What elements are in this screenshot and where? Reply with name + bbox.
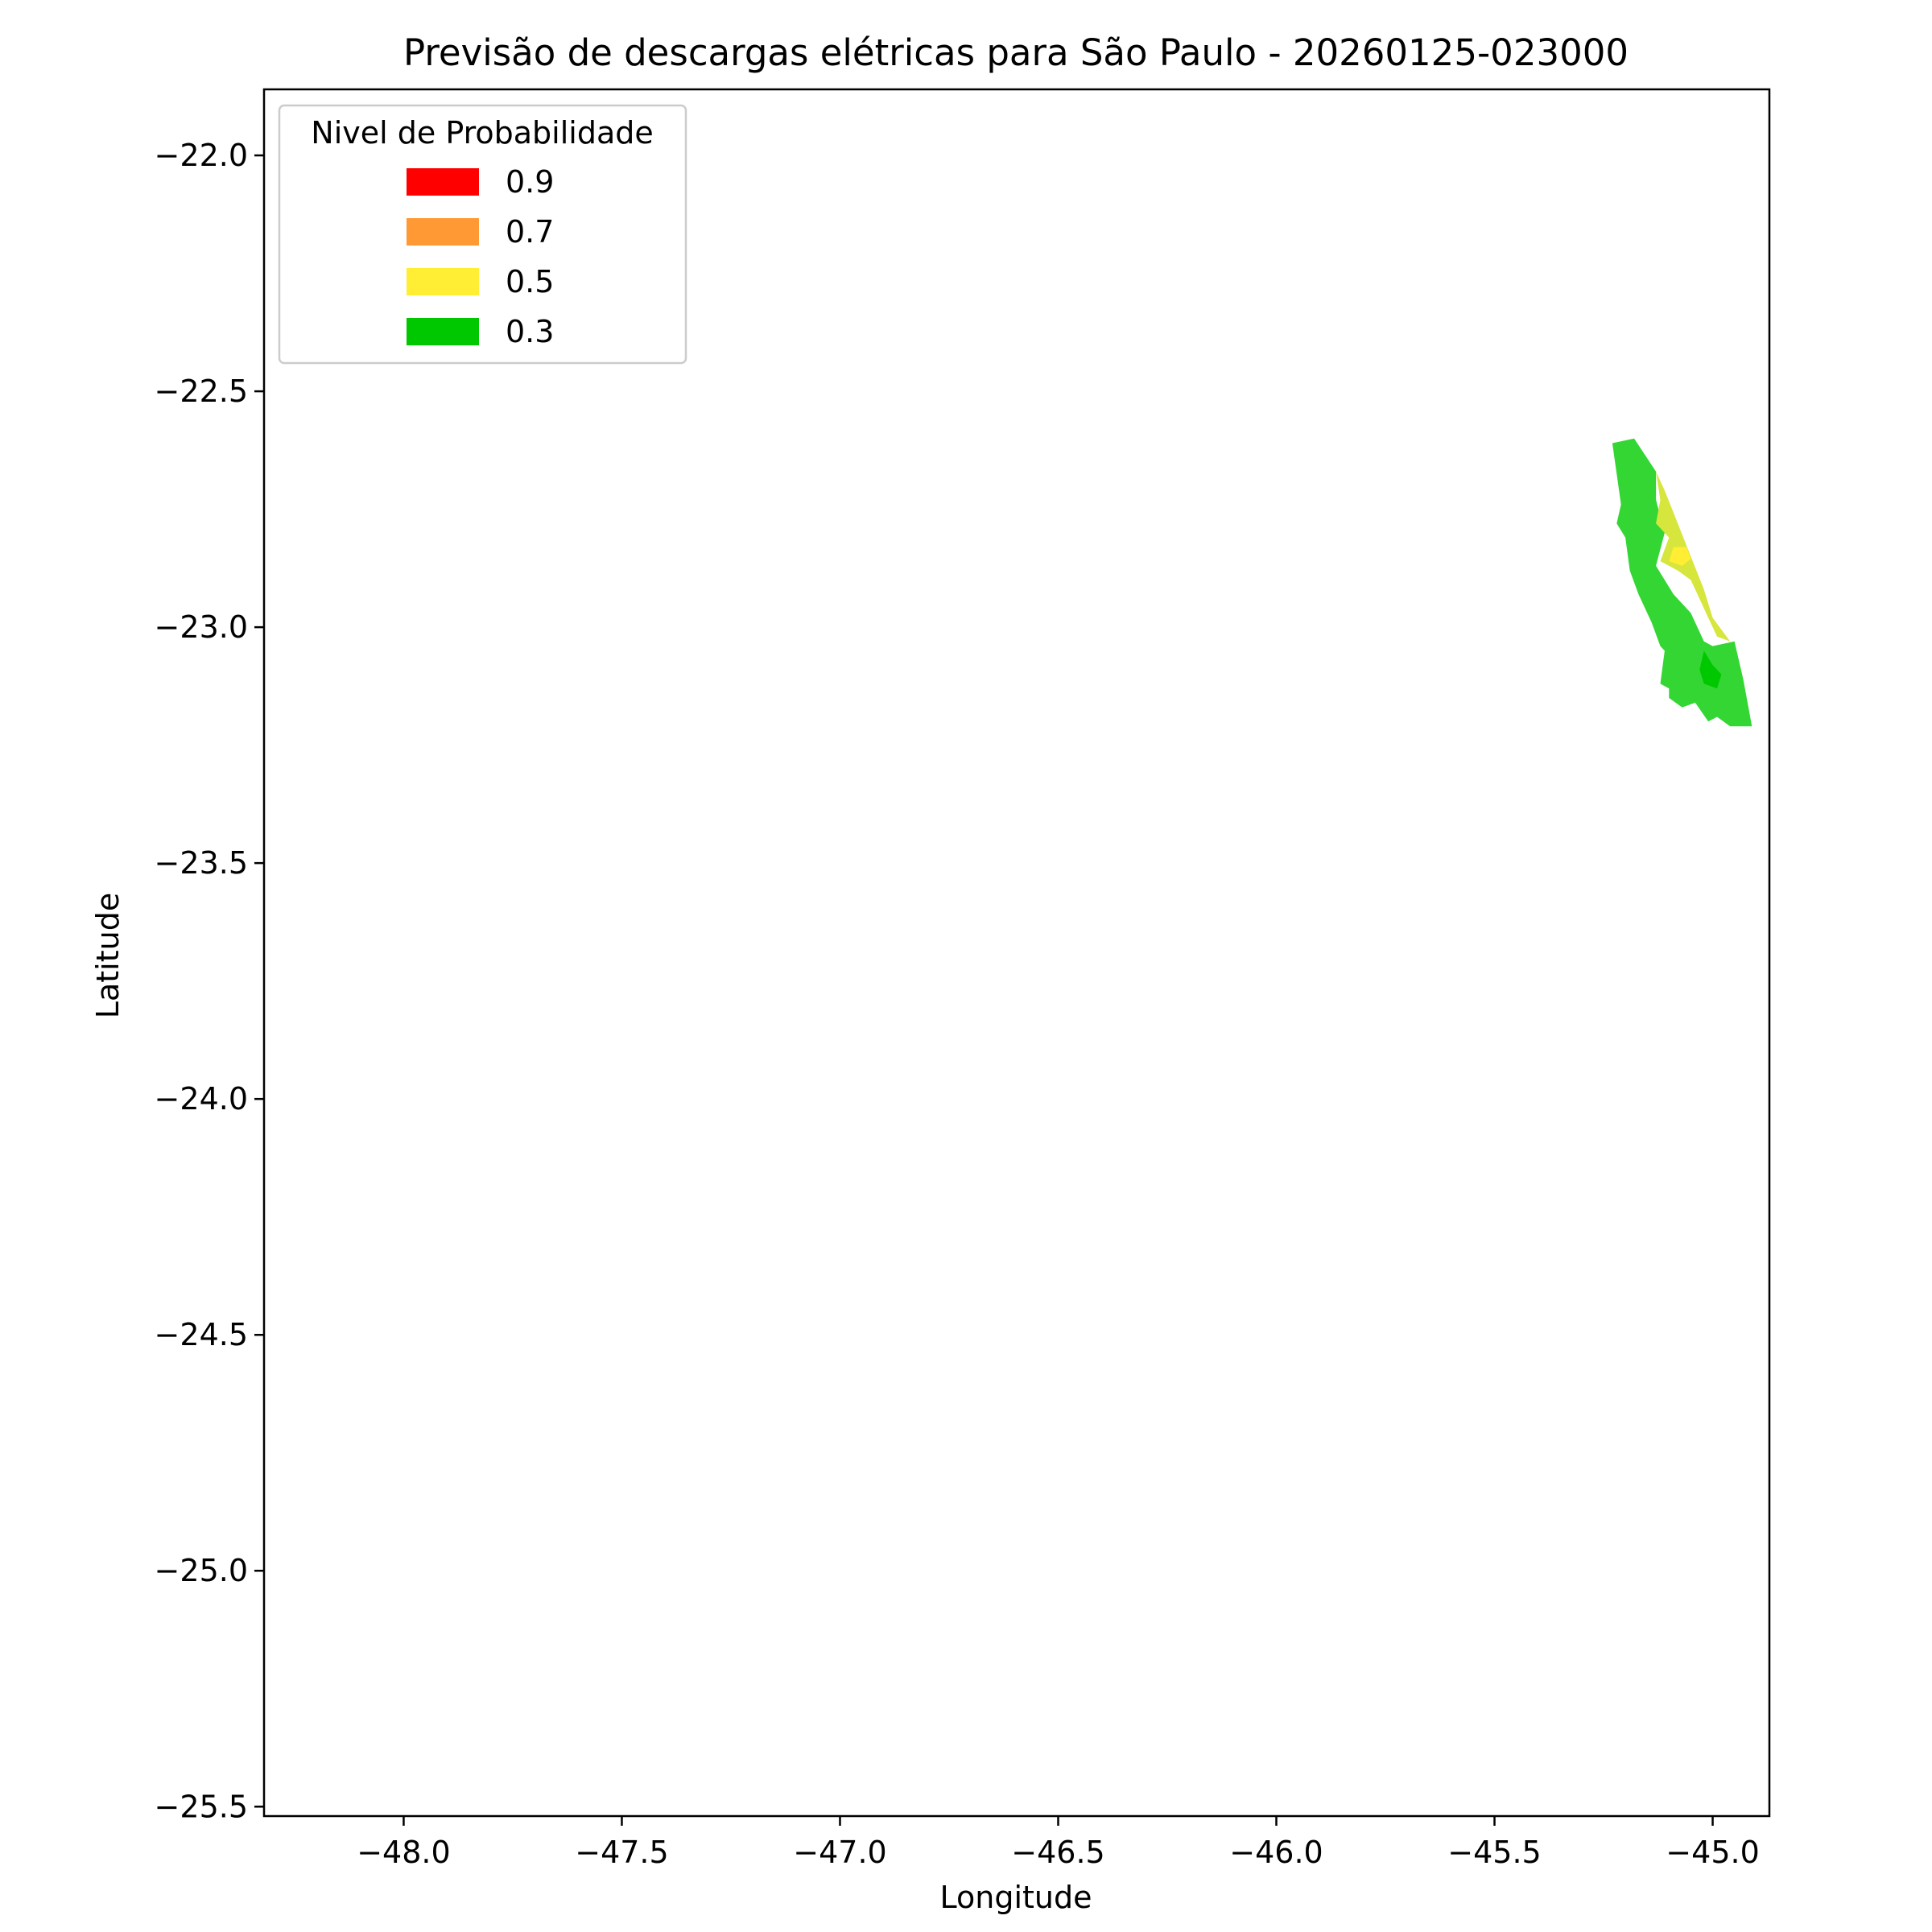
contour-regions xyxy=(1612,438,1752,727)
x-tick-label: −47.0 xyxy=(793,1835,886,1870)
legend-swatch xyxy=(407,318,479,345)
y-tick-label: −24.5 xyxy=(155,1317,248,1352)
y-tick-label: −23.0 xyxy=(155,609,248,645)
legend-box xyxy=(278,104,687,365)
legend-swatch xyxy=(407,168,479,196)
y-tick-label: −23.5 xyxy=(155,845,248,881)
x-tick-label: −46.0 xyxy=(1229,1835,1323,1870)
y-axis-ticks: −22.0 −22.5 −23.0 −23.5 −24.0 −24.5 −25.0 −25.5 xyxy=(155,138,264,1824)
contour-region-0-3 xyxy=(1699,650,1722,689)
x-tick-label: −48.0 xyxy=(357,1835,450,1870)
x-tick-label: −45.5 xyxy=(1447,1835,1541,1870)
legend: Nivel de Probabilidade 0.9 0.7 0.5 0.3 xyxy=(278,104,687,365)
y-tick-label: −25.0 xyxy=(155,1553,248,1588)
y-tick-label: −25.5 xyxy=(155,1789,248,1824)
legend-swatch xyxy=(407,268,479,295)
chart-title: Previsão de descargas elétricas para São… xyxy=(403,31,1629,74)
y-tick-label: −24.0 xyxy=(155,1081,248,1117)
y-axis-label: Latitude xyxy=(90,893,126,1018)
x-axis-label: Longitude xyxy=(940,1880,1092,1915)
legend-title: Nivel de Probabilidade xyxy=(311,115,653,151)
contour-region-0-3 xyxy=(1612,438,1752,727)
x-tick-label: −47.5 xyxy=(575,1835,668,1870)
legend-swatch xyxy=(407,218,479,246)
y-tick-label: −22.5 xyxy=(155,374,248,409)
legend-label: 0.5 xyxy=(506,264,554,299)
x-tick-label: −45.0 xyxy=(1666,1835,1759,1870)
contour-region-0-5 xyxy=(1669,547,1691,566)
x-tick-label: −46.5 xyxy=(1011,1835,1104,1870)
plot-frame xyxy=(262,88,1771,1818)
x-axis-ticks: −48.0 −47.5 −47.0 −46.5 −46.0 −45.5 −45.0 xyxy=(357,1816,1760,1870)
y-tick-label: −22.0 xyxy=(155,138,248,173)
legend-entries: 0.9 0.7 0.5 0.3 xyxy=(407,164,554,349)
legend-label: 0.9 xyxy=(506,164,554,200)
legend-label: 0.7 xyxy=(506,214,554,250)
legend-label: 0.3 xyxy=(506,314,554,349)
